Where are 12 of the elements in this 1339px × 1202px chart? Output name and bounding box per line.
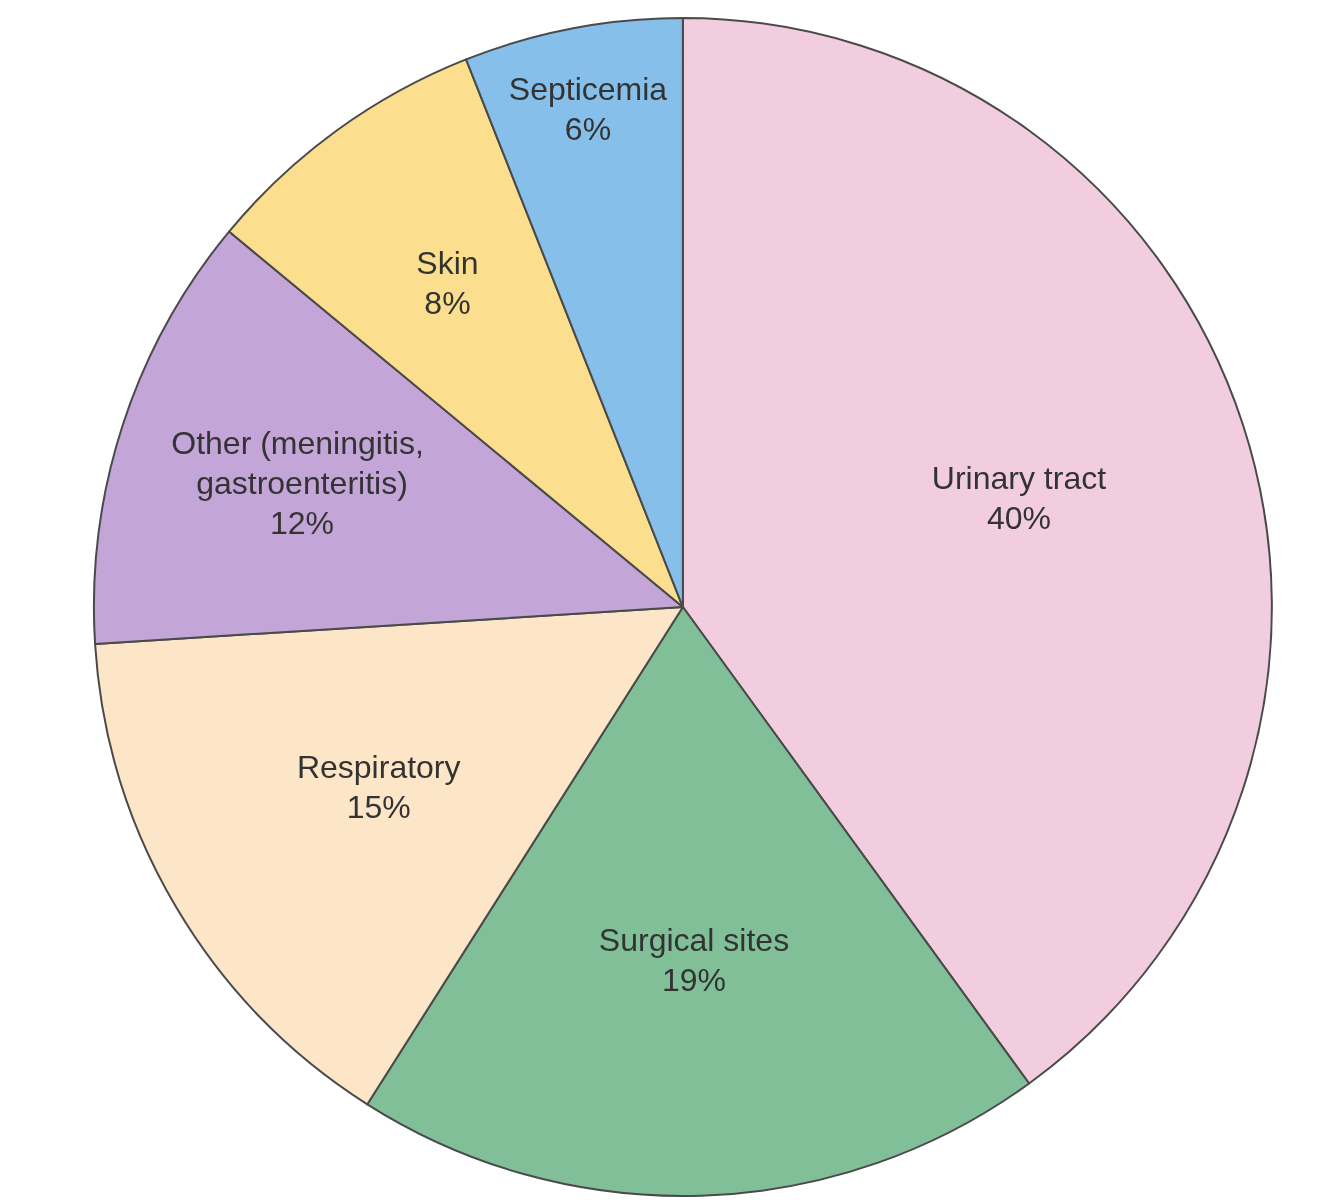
slice-label: Surgical sites <box>598 922 790 959</box>
data-label: 12% <box>269 505 335 542</box>
slice-label: Other (meningitis, gastroenteritis) <box>171 425 433 502</box>
data-label: 19% <box>661 962 727 999</box>
slice-label: Urinary tract <box>931 459 1107 496</box>
slice-label: Skin <box>416 244 479 281</box>
slice-label: Septicemia <box>508 71 668 108</box>
data-label: 15% <box>346 788 411 825</box>
data-label: 40% <box>986 499 1052 536</box>
data-label: 8% <box>424 284 471 321</box>
data-label: 6% <box>564 111 612 148</box>
slice-label: Respiratory <box>296 748 461 785</box>
